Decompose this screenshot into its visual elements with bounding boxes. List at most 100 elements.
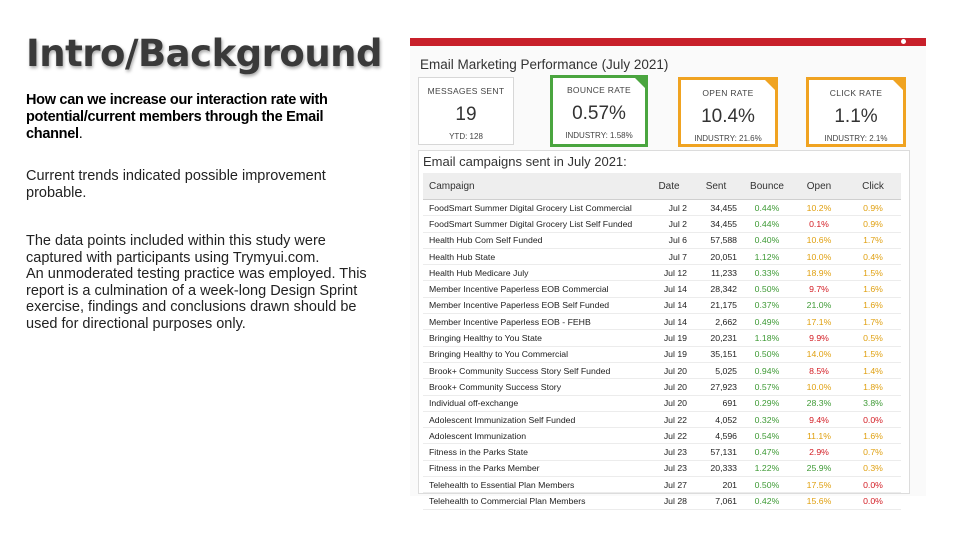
date-cell: Jul 2	[647, 215, 691, 233]
campaign-cell: Telehealth to Essential Plan Members	[423, 476, 647, 494]
open-cell: 9.9%	[793, 329, 845, 347]
date-cell: Jul 2	[647, 199, 691, 217]
table-row: Individual off-exchange Jul 20 691 0.29% 28.…	[423, 395, 901, 412]
open-cell: 2.9%	[793, 443, 845, 461]
kpi-label: BOUNCE RATE	[566, 85, 632, 95]
click-cell: 1.6%	[845, 427, 901, 445]
sent-cell: 27,923	[691, 378, 741, 396]
table-row: FoodSmart Summer Digital Grocery List Se…	[423, 215, 901, 233]
col-open: Open	[793, 173, 845, 200]
campaign-cell: Telehealth to Commercial Plan Members	[423, 492, 647, 510]
click-cell: 0.3%	[845, 460, 901, 478]
click-cell: 1.8%	[845, 378, 901, 396]
campaign-cell: Fitness in the Parks State	[423, 443, 647, 461]
open-cell: 15.6%	[793, 492, 845, 510]
click-cell: 1.6%	[845, 280, 901, 298]
kpi-value: 1.1%	[834, 106, 878, 127]
bounce-cell: 0.50%	[741, 346, 793, 363]
research-question-period: .	[78, 126, 83, 142]
bounce-cell: 0.47%	[741, 443, 793, 461]
bounce-cell: 0.40%	[741, 232, 793, 249]
open-cell: 28.3%	[793, 395, 845, 412]
table-row: Bringing Healthy to You Commercial Jul 19…	[423, 346, 901, 363]
campaign-table-title: Email campaigns sent in July 2021:	[423, 154, 627, 169]
date-cell: Jul 19	[647, 346, 691, 363]
campaign-cell: Bringing Healthy to You State	[423, 329, 647, 347]
kpi-sub: YTD: 128	[449, 132, 483, 141]
col-date: Date	[647, 173, 691, 200]
click-cell: 0.0%	[845, 411, 901, 429]
open-cell: 11.1%	[793, 427, 845, 445]
kpi-bounce-rate: BOUNCE RATE 0.57% INDUSTRY: 1.58%	[550, 75, 648, 147]
click-cell: 1.4%	[845, 362, 901, 380]
sent-cell: 21,175	[691, 297, 741, 315]
slide-title: Intro/Background	[26, 32, 383, 75]
sent-cell: 5,025	[691, 362, 741, 380]
date-cell: Jul 7	[647, 248, 691, 266]
date-cell: Jul 27	[647, 476, 691, 494]
click-cell: 0.7%	[845, 443, 901, 461]
bounce-cell: 0.94%	[741, 362, 793, 380]
sent-cell: 34,455	[691, 215, 741, 233]
kpi-label: OPEN RATE	[702, 88, 754, 98]
sent-cell: 20,051	[691, 248, 741, 266]
table-row: Member Incentive Paperless EOB - FEHB Jul…	[423, 313, 901, 331]
sent-cell: 20,231	[691, 329, 741, 347]
click-cell: 1.7%	[845, 313, 901, 331]
open-cell: 18.9%	[793, 264, 845, 282]
bounce-cell: 1.12%	[741, 248, 793, 266]
date-cell: Jul 14	[647, 280, 691, 298]
table-row: FoodSmart Summer Digital Grocery List Co…	[423, 199, 901, 217]
bounce-cell: 0.54%	[741, 427, 793, 445]
sent-cell: 11,233	[691, 264, 741, 282]
bounce-cell: 0.44%	[741, 199, 793, 217]
campaign-cell: Adolescent Immunization	[423, 427, 647, 445]
bounce-cell: 1.22%	[741, 460, 793, 478]
sent-cell: 691	[691, 395, 741, 412]
method-paragraph: The data points included within this stu…	[26, 233, 386, 333]
click-cell: 1.6%	[845, 297, 901, 315]
open-cell: 21.0%	[793, 297, 845, 315]
kpi-label: MESSAGES SENT	[427, 86, 505, 96]
click-cell: 1.5%	[845, 346, 901, 363]
click-cell: 0.9%	[845, 199, 901, 217]
col-click: Click	[845, 173, 901, 200]
campaign-cell: Bringing Healthy to You Commercial	[423, 346, 647, 363]
open-cell: 10.0%	[793, 378, 845, 396]
date-cell: Jul 20	[647, 362, 691, 380]
date-cell: Jul 28	[647, 492, 691, 510]
table-row: Health Hub Medicare July Jul 12 11,233 0.33…	[423, 264, 901, 282]
col-bounce: Bounce	[741, 173, 793, 200]
bounce-cell: 0.57%	[741, 378, 793, 396]
click-cell: 0.5%	[845, 329, 901, 347]
method-line-1: The data points included within this stu…	[26, 233, 326, 266]
campaign-table: Campaign Date Sent Bounce Open Click Foo…	[423, 173, 901, 510]
campaign-cell: Health Hub State	[423, 248, 647, 266]
sent-cell: 7,061	[691, 492, 741, 510]
open-cell: 17.5%	[793, 476, 845, 494]
table-row: Adolescent Immunization Self Funded Jul 2…	[423, 411, 901, 429]
bounce-cell: 0.29%	[741, 395, 793, 412]
sent-cell: 201	[691, 476, 741, 494]
date-cell: Jul 6	[647, 232, 691, 249]
bounce-cell: 0.50%	[741, 476, 793, 494]
header-dot-icon	[901, 39, 906, 44]
kpi-sub: INDUSTRY: 2.1%	[824, 134, 888, 143]
bounce-cell: 0.42%	[741, 492, 793, 510]
kpi-value: 0.57%	[572, 103, 626, 124]
trend-paragraph: Current trends indicated possible improv…	[26, 168, 326, 201]
bounce-cell: 1.18%	[741, 329, 793, 347]
sent-cell: 20,333	[691, 460, 741, 478]
open-cell: 10.0%	[793, 248, 845, 266]
col-sent: Sent	[691, 173, 741, 200]
click-cell: 0.0%	[845, 492, 901, 510]
campaign-cell: FoodSmart Summer Digital Grocery List Se…	[423, 215, 647, 233]
kpi-click-rate: CLICK RATE 1.1% INDUSTRY: 2.1%	[806, 77, 906, 147]
open-cell: 17.1%	[793, 313, 845, 331]
research-question-text: How can we increase our interaction rate…	[26, 92, 328, 142]
open-cell: 14.0%	[793, 346, 845, 363]
status-corner-icon	[892, 79, 904, 91]
open-cell: 10.6%	[793, 232, 845, 249]
bounce-cell: 0.49%	[741, 313, 793, 331]
campaign-table-panel: Email campaigns sent in July 2021: Campa…	[418, 150, 910, 510]
